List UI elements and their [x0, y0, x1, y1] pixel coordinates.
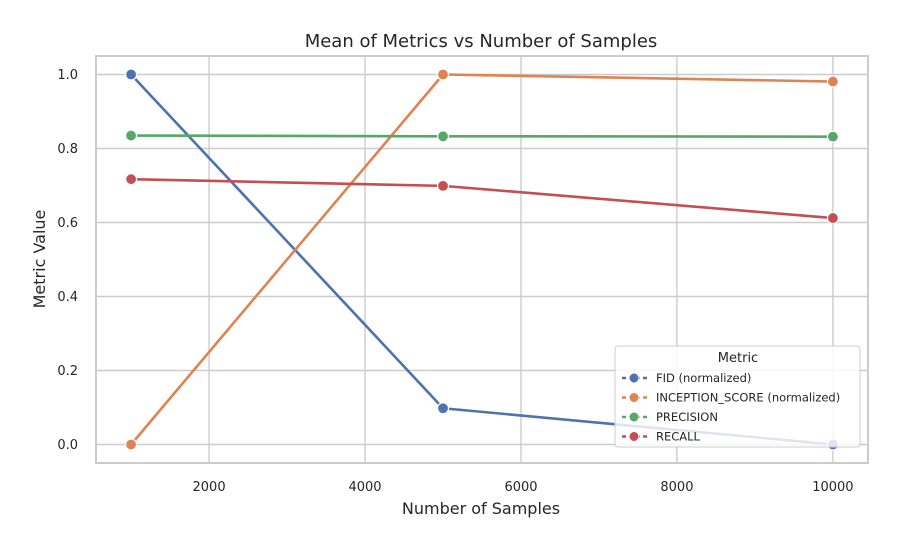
- x-tick-label: 4000: [348, 480, 381, 495]
- legend-title: Metric: [718, 351, 758, 366]
- y-tick-label: 0.6: [57, 216, 78, 231]
- legend-item: INCEPTION_SCORE (normalized): [622, 391, 840, 405]
- data-point: [436, 402, 450, 415]
- legend-swatch-marker: [628, 431, 640, 442]
- data-point: [124, 68, 138, 81]
- series-line: [131, 134, 833, 138]
- legend-items: FID (normalized) INCEPTION_SCORE (normali…: [622, 371, 840, 444]
- series-1: [124, 68, 840, 451]
- y-tick-label: 0.8: [57, 142, 78, 157]
- y-tick-label: 1.0: [57, 68, 78, 83]
- data-point: [436, 179, 450, 192]
- data-point: [124, 173, 138, 186]
- data-point: [826, 211, 840, 225]
- data-point: [436, 130, 450, 143]
- x-tick-label: 8000: [660, 480, 693, 495]
- x-axis-label: Number of Samples: [402, 499, 560, 518]
- legend-item: FID (normalized): [622, 371, 751, 385]
- legend-box: [614, 345, 861, 448]
- legend-swatch-marker: [628, 411, 640, 423]
- y-tick-label: 0.0: [57, 438, 78, 453]
- legend-label: RECALL: [656, 430, 701, 444]
- plot-frame: [95, 55, 869, 464]
- legend-label: FID (normalized): [656, 371, 751, 385]
- legend-swatch-marker: [628, 392, 640, 403]
- grid-lines: [96, 56, 868, 463]
- y-tick-label: 0.4: [57, 290, 78, 305]
- legend-item: PRECISION: [622, 410, 718, 424]
- legend-label: INCEPTION_SCORE (normalized): [656, 391, 840, 405]
- legend: Metric FID (normalized) INCEPTION_SCORE (…: [614, 345, 861, 448]
- y-tick-label: 0.2: [57, 364, 78, 379]
- data-point: [124, 438, 138, 451]
- legend-label: PRECISION: [656, 410, 718, 424]
- series-3: [124, 173, 840, 225]
- series-2: [124, 129, 840, 143]
- data-point: [124, 129, 138, 142]
- y-axis-label: Metric Value: [30, 210, 49, 309]
- data-point: [826, 75, 840, 88]
- series-line: [131, 177, 834, 220]
- x-tick-label: 6000: [504, 480, 537, 495]
- data-point: [826, 130, 840, 143]
- legend-item: RECALL: [622, 430, 701, 444]
- chart-title: Mean of Metrics vs Number of Samples: [305, 31, 658, 52]
- tick-labels: 2000 4000 6000 8000 10000 0.0 0.2 0.4 0.6 0.8 1.0: [57, 68, 853, 495]
- legend-swatch-marker: [628, 372, 640, 384]
- data-point: [436, 68, 450, 81]
- x-tick-label: 10000: [812, 480, 853, 495]
- x-tick-label: 2000: [193, 480, 226, 495]
